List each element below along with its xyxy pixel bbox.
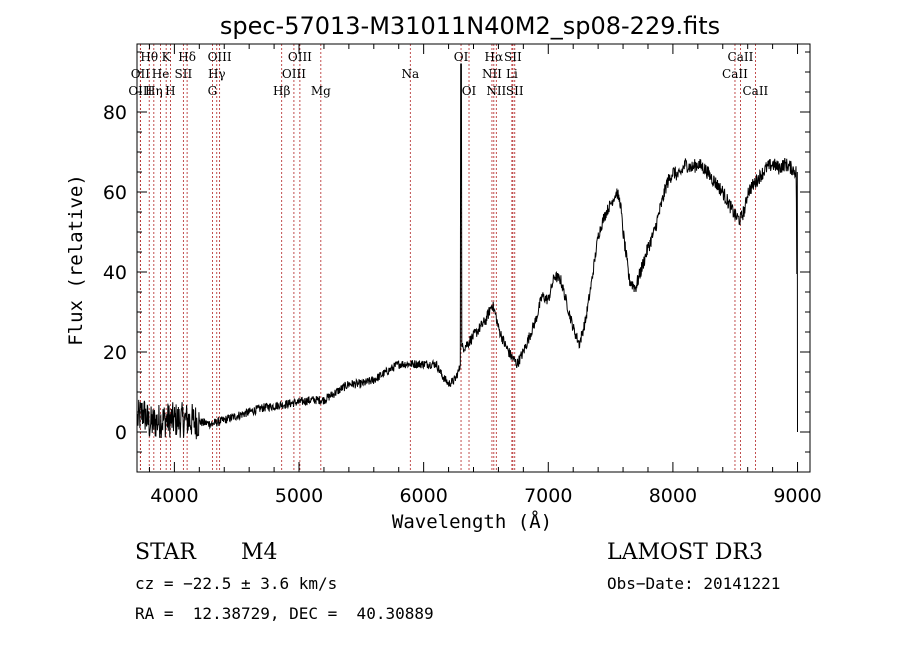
spectral-line-label: SII bbox=[504, 50, 522, 64]
spectral-line-label: Hβ bbox=[273, 84, 290, 98]
y-tick-label: 20 bbox=[103, 342, 127, 364]
spectral-line-label: Hθ bbox=[140, 50, 158, 64]
spectral-line-label: CaII bbox=[728, 50, 754, 64]
redshift-velocity: cz = −22.5 ± 3.6 km/s bbox=[135, 574, 338, 593]
y-tick-label: 60 bbox=[103, 182, 127, 204]
spectral-line-label: Hη bbox=[145, 84, 163, 98]
spectral-line-label: OI bbox=[462, 84, 477, 98]
spectral-line-label: Hγ bbox=[208, 67, 226, 81]
spectral-line-label: K bbox=[162, 50, 172, 64]
survey-label: LAMOST DR3 bbox=[607, 540, 763, 565]
x-tick-label: 9000 bbox=[773, 485, 821, 507]
spectral-line-label: H bbox=[165, 84, 175, 98]
spectral-line-label: SII bbox=[506, 84, 524, 98]
spectral-line-label: CaII bbox=[742, 84, 768, 98]
y-axis-label: Flux (relative) bbox=[65, 174, 87, 346]
spectral-line-label: OIII bbox=[208, 50, 232, 64]
spectral-line-label: OIII bbox=[128, 84, 152, 98]
spectral-line-label: OIII bbox=[282, 67, 306, 81]
x-tick-label: 6000 bbox=[399, 485, 447, 507]
x-axis-label: Wavelength (Å) bbox=[392, 510, 552, 533]
spectral-line-label: OIII bbox=[288, 50, 312, 64]
spectral-line-label: OII bbox=[131, 67, 151, 81]
observation-date: Obs−Date: 20141221 bbox=[607, 574, 781, 593]
coordinates: RA = 12.38729, DEC = 40.30889 bbox=[135, 604, 434, 623]
y-tick-label: 40 bbox=[103, 262, 127, 284]
spectral-line-label: G bbox=[208, 84, 218, 98]
object-subclass: M4 bbox=[241, 540, 278, 565]
y-tick-label: 80 bbox=[103, 102, 127, 124]
spectrum-line bbox=[137, 63, 798, 440]
plot-frame bbox=[136, 43, 811, 473]
spectral-line-label: Hα bbox=[485, 50, 504, 64]
spectral-line-label: NII bbox=[482, 67, 502, 81]
y-tick-label: 0 bbox=[115, 422, 127, 444]
spectral-line-label: Li bbox=[506, 67, 518, 81]
spectral-line-label: Hδ bbox=[178, 50, 196, 64]
spectral-line-label: Mg bbox=[311, 84, 331, 98]
x-tick-label: 5000 bbox=[275, 485, 323, 507]
x-tick-label: 8000 bbox=[649, 485, 697, 507]
spectral-line-label: CaII bbox=[722, 67, 748, 81]
object-class: STAR bbox=[135, 540, 196, 565]
chart-title: spec-57013-M31011N40M2_sp08-229.fits bbox=[220, 12, 720, 40]
spectral-line-label: Na bbox=[401, 67, 419, 81]
spectral-lines bbox=[139, 44, 756, 472]
x-tick-label: 7000 bbox=[524, 485, 572, 507]
spectral-line-label: He bbox=[152, 67, 170, 81]
spectral-line-label: NII bbox=[486, 84, 506, 98]
x-tick-label: 4000 bbox=[150, 485, 198, 507]
axis-ticks: 4000 5000 6000 7000 8000 9000 0 20 40 60 80 bbox=[103, 44, 822, 507]
spectral-line-label: SII bbox=[175, 67, 193, 81]
spectral-line-label: OI bbox=[454, 50, 469, 64]
